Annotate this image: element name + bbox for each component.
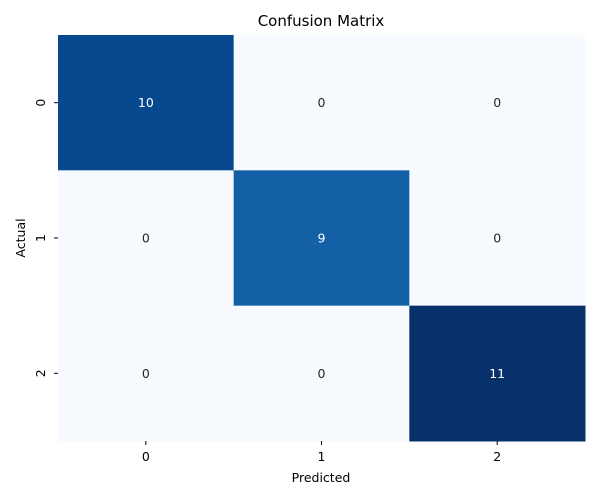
cell-value-label-r2-c1: 0 xyxy=(318,366,326,381)
heatmap-cell-r1-c0 xyxy=(58,170,235,307)
heatmap-cell-r1-c1 xyxy=(233,170,410,307)
heatmap-cell-r0-c1 xyxy=(233,35,410,171)
x-axis-ticks: 0 1 2 xyxy=(142,441,501,464)
cell-value-label-r1-c2: 0 xyxy=(493,231,501,246)
cell-value-label-r0-c0: 10 xyxy=(138,95,154,110)
y-tick-label-1: 1 xyxy=(33,234,48,242)
cell-value-label-r0-c1: 0 xyxy=(318,95,326,110)
y-tick-label-0: 0 xyxy=(33,99,48,107)
x-tick-label-1: 1 xyxy=(318,449,326,464)
heatmap-cell-r2-c2 xyxy=(409,305,586,442)
y-axis-ticks: 0 1 2 xyxy=(33,99,58,377)
x-axis-label: Predicted xyxy=(292,470,351,485)
y-tick-label-2: 2 xyxy=(33,369,48,377)
heatmap-cell-r2-c1 xyxy=(233,305,410,442)
x-tick-label-0: 0 xyxy=(142,449,150,464)
cell-value-label-r0-c2: 0 xyxy=(493,95,501,110)
heatmap-cells xyxy=(58,35,586,442)
heatmap-cell-r0-c0 xyxy=(58,35,235,171)
cell-value-label-r2-c2: 11 xyxy=(489,366,505,381)
y-axis-label: Actual xyxy=(13,218,28,257)
heatmap-cell-r0-c2 xyxy=(409,35,586,171)
heatmap-cell-labels: 10 0 0 0 9 0 0 0 11 xyxy=(138,95,505,381)
cell-value-label-r1-c1: 9 xyxy=(318,231,326,246)
cell-value-label-r1-c0: 0 xyxy=(142,231,150,246)
cell-value-label-r2-c0: 0 xyxy=(142,366,150,381)
heatmap-cell-r1-c2 xyxy=(409,170,586,307)
x-tick-label-2: 2 xyxy=(493,449,501,464)
chart-title: Confusion Matrix xyxy=(258,12,385,30)
heatmap-cell-r2-c0 xyxy=(58,305,235,442)
